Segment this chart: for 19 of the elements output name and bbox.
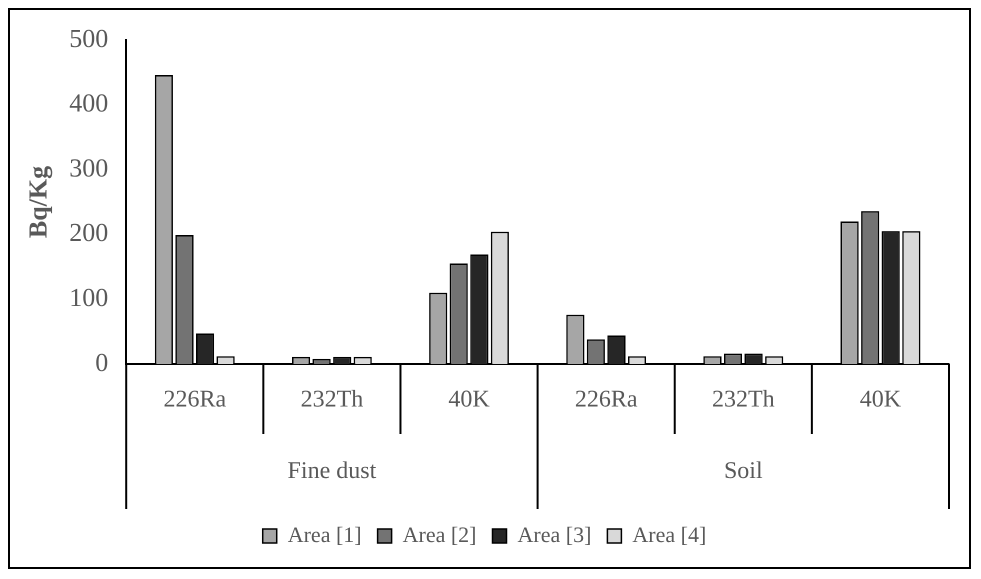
text: Fine dust bbox=[288, 458, 377, 484]
legend-label: Area [1] bbox=[288, 522, 362, 547]
text: Soil bbox=[724, 458, 763, 484]
y-axis-title: Bq/Kg bbox=[23, 166, 52, 238]
y-tick-label: 400 bbox=[69, 88, 108, 118]
y-tick-label: 0 bbox=[95, 348, 108, 377]
x-tick-label: 40K bbox=[448, 386, 490, 413]
y-tick-label: 200 bbox=[69, 218, 108, 248]
x-tick-label: 226Ra bbox=[163, 386, 226, 413]
y-tick-label: 300 bbox=[69, 153, 108, 182]
legend-label: Area [4] bbox=[632, 522, 706, 547]
x-tick-label: 226Ra bbox=[574, 386, 638, 413]
x-tick-label: 40K bbox=[860, 386, 902, 413]
legend-label: Area [3] bbox=[518, 522, 592, 547]
y-tick-label: 500 bbox=[69, 24, 108, 53]
x-tick-label: 232Th bbox=[300, 386, 364, 413]
x-tick-label: 232Th bbox=[712, 386, 775, 413]
legend-label: Area [2] bbox=[402, 522, 477, 547]
y-tick-label: 100 bbox=[69, 283, 108, 312]
